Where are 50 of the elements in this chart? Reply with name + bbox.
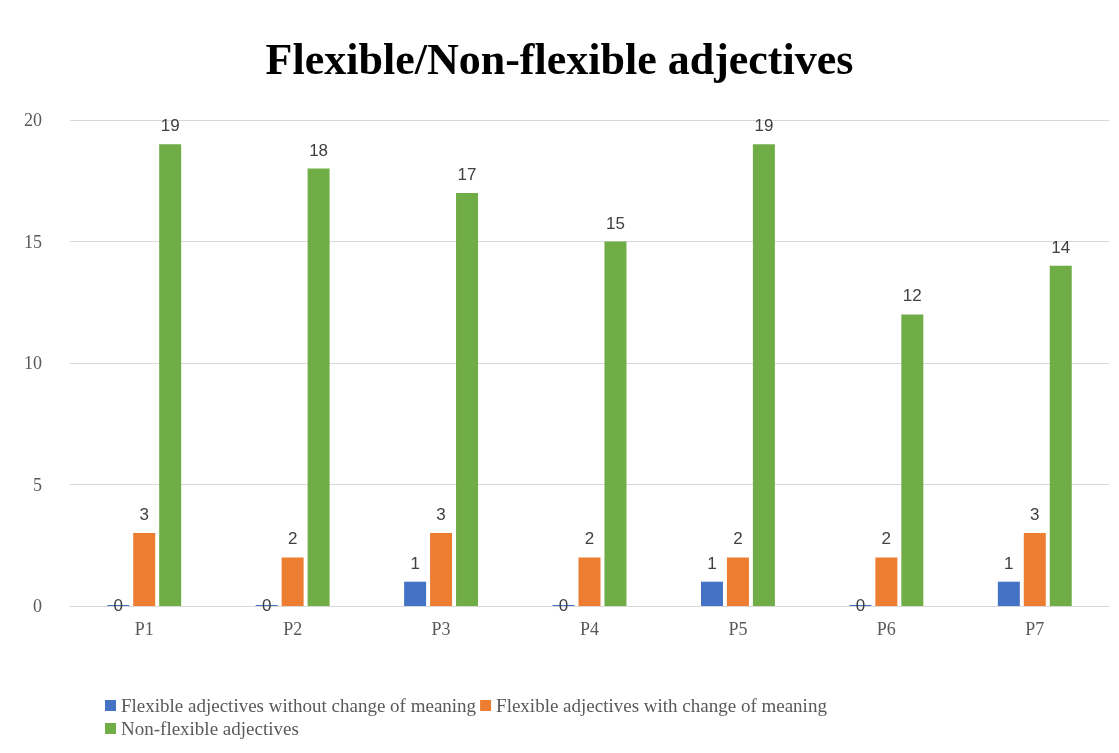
bar — [307, 168, 330, 606]
legend-label: Non-flexible adjectives — [121, 718, 299, 739]
bar — [281, 557, 304, 606]
data-label: 2 — [881, 529, 892, 549]
x-tick-label: P3 — [431, 619, 451, 639]
bar — [1023, 533, 1046, 606]
y-tick-label: 0 — [33, 596, 42, 616]
bar — [578, 557, 601, 606]
bar — [1049, 265, 1072, 606]
x-tick-label: P4 — [579, 619, 600, 639]
data-label: 2 — [584, 529, 595, 549]
x-tick-label: P2 — [283, 619, 303, 639]
data-label: 3 — [436, 505, 446, 525]
bar — [430, 533, 453, 606]
y-tick-label: 10 — [24, 353, 42, 373]
data-label: 19 — [754, 116, 774, 136]
data-label: 17 — [457, 164, 477, 184]
legend-label: Flexible adjectives without change of meaning — [121, 695, 477, 716]
x-tick-label: P1 — [134, 619, 154, 639]
data-label: 15 — [606, 213, 625, 233]
bar — [901, 314, 924, 606]
data-label: 18 — [309, 140, 329, 160]
data-label: 1 — [707, 553, 717, 573]
data-label: 1 — [410, 553, 420, 573]
bar — [404, 581, 427, 606]
bar — [997, 581, 1020, 606]
data-label: 1 — [1004, 553, 1014, 573]
bar — [604, 241, 627, 606]
bar — [133, 533, 156, 606]
x-tick-label: P7 — [1025, 619, 1045, 639]
y-tick-label: 5 — [33, 474, 42, 495]
bar — [752, 144, 775, 606]
chart-title: Flexible/Non-flexible adjectives — [265, 34, 854, 84]
x-tick-label: P6 — [876, 619, 896, 639]
data-label: 12 — [902, 286, 922, 306]
data-label: 3 — [139, 505, 149, 525]
bar — [456, 192, 479, 606]
data-label: 3 — [1030, 505, 1040, 525]
bar — [726, 557, 749, 606]
legend-label: Flexible adjectives with change of meaning — [496, 695, 828, 716]
y-tick-label: 15 — [24, 231, 42, 252]
data-label: 19 — [160, 116, 180, 136]
data-label: 14 — [1051, 237, 1071, 257]
bar — [875, 557, 898, 606]
data-label: 2 — [287, 529, 298, 549]
bar — [159, 144, 182, 606]
y-tick-label: 20 — [24, 110, 42, 130]
bar — [700, 581, 723, 606]
data-label: 2 — [733, 529, 743, 549]
x-tick-label: P5 — [728, 619, 748, 639]
